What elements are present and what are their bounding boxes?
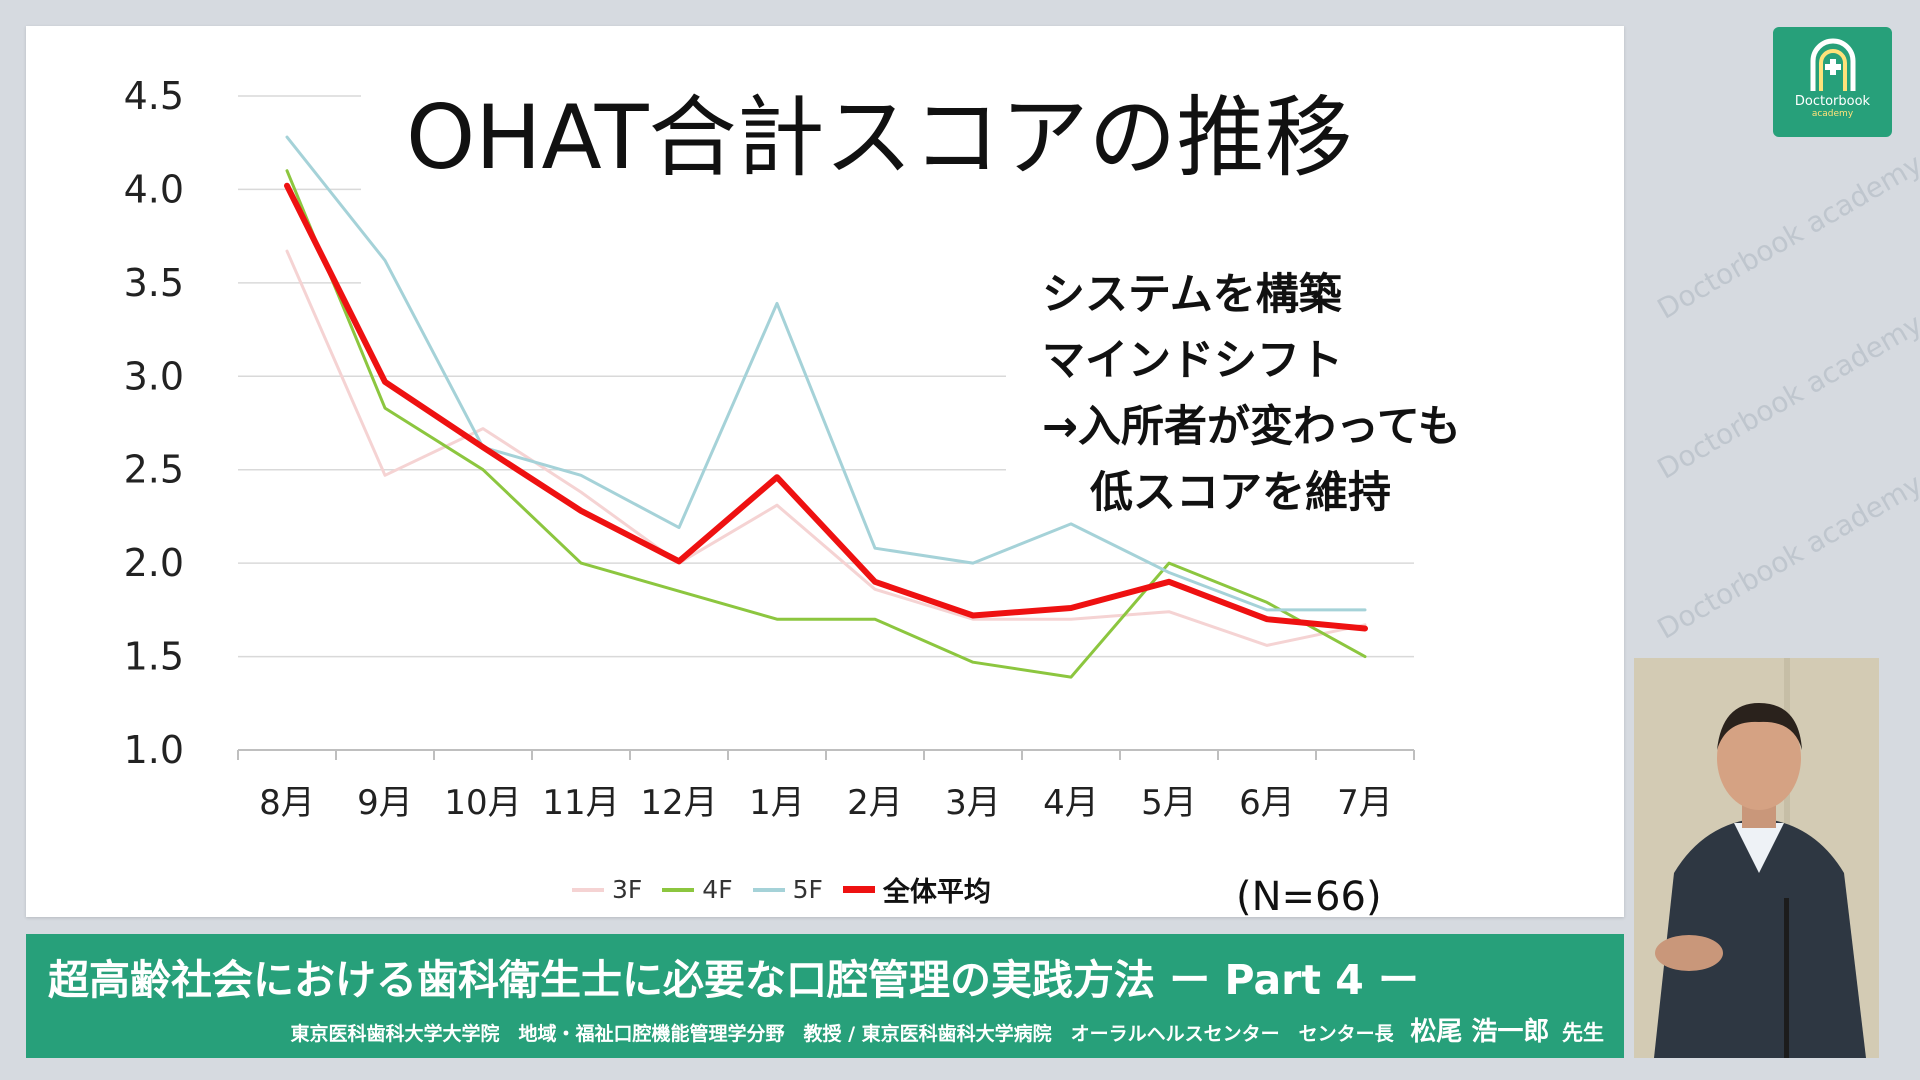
legend-swatch-average bbox=[842, 886, 875, 893]
speaker-video bbox=[1634, 658, 1879, 1058]
legend-item-average: 全体平均 bbox=[842, 870, 991, 909]
speaker-silhouette bbox=[1634, 658, 1879, 1058]
doctorbook-logo: Doctorbook academy bbox=[1773, 27, 1892, 137]
note-line-4: 低スコアを維持 bbox=[1090, 468, 1391, 518]
chart-legend: 3F 4F 5F 全体平均 bbox=[572, 870, 1011, 909]
chart-title: OHAT合計スコアの推移 bbox=[406, 86, 1353, 189]
logo-sub: academy bbox=[1811, 109, 1854, 119]
note-line-2: マインドシフト bbox=[1042, 336, 1343, 386]
lecture-title: 超高齢社会における歯科衛生士に必要な口腔管理の実践方法 ー Part 4 ー bbox=[48, 956, 1420, 1004]
note-line-3: →入所者が変わっても bbox=[1042, 402, 1461, 452]
y-tick-label: 3.0 bbox=[124, 354, 184, 398]
x-tick-label: 6月 bbox=[1239, 783, 1295, 823]
y-tick-label: 4.0 bbox=[124, 167, 184, 211]
legend-label-4f: 4F bbox=[702, 875, 733, 904]
legend-swatch-3f bbox=[572, 887, 604, 892]
legend-label-3f: 3F bbox=[612, 875, 643, 904]
lecture-banner: 超高齢社会における歯科衛生士に必要な口腔管理の実践方法 ー Part 4 ー 東… bbox=[26, 934, 1624, 1058]
speaker-honorific: 先生 bbox=[1562, 1021, 1604, 1045]
x-tick-label: 1月 bbox=[749, 783, 805, 823]
legend-item-3f: 3F bbox=[572, 875, 642, 904]
speaker-affiliation: 東京医科歯科大学大学院 地域・福祉口腔機能管理学分野 教授 / 東京医科歯科大学… bbox=[290, 1023, 1394, 1045]
legend-swatch-4f bbox=[662, 887, 695, 892]
x-tick-label: 12月 bbox=[640, 783, 717, 823]
note-line-1: システムを構築 bbox=[1042, 270, 1342, 320]
legend-swatch-5f bbox=[752, 887, 785, 892]
watermark: Doctorbook academy bbox=[1651, 147, 1920, 326]
slide-notes: システムを構築 マインドシフト →入所者が変わっても 低スコアを維持 bbox=[1042, 262, 1602, 526]
logo-arch-icon bbox=[1810, 38, 1855, 91]
legend-label-5f: 5F bbox=[792, 875, 823, 904]
watermark: Doctorbook academy bbox=[1651, 307, 1920, 486]
logo-name: Doctorbook bbox=[1794, 94, 1871, 109]
x-tick-label: 9月 bbox=[357, 783, 413, 823]
line-chart: 1.0 1.5 2.0 2.5 3.0 3.5 4.0 4.5 8月 9月 10月 11月 12月 1月 2… bbox=[124, 74, 1415, 823]
legend-item-4f: 4F bbox=[662, 875, 733, 904]
series-line bbox=[285, 135, 1367, 612]
y-tick-label: 3.5 bbox=[124, 261, 184, 305]
y-tick-label: 2.5 bbox=[124, 448, 184, 492]
x-tick-label: 4月 bbox=[1043, 783, 1099, 823]
y-tick-label: 2.0 bbox=[124, 541, 184, 585]
speaker-info: 東京医科歯科大学大学院 地域・福祉口腔機能管理学分野 教授 / 東京医科歯科大学… bbox=[291, 1011, 1605, 1048]
legend-item-5f: 5F bbox=[752, 875, 823, 904]
x-tick-label: 8月 bbox=[259, 783, 315, 823]
x-tick-label: 10月 bbox=[444, 783, 521, 823]
speaker-name: 松尾 浩一郎 bbox=[1410, 1017, 1550, 1047]
series-line bbox=[284, 182, 1368, 632]
x-tick-label: 5月 bbox=[1141, 783, 1197, 823]
x-tick-label: 11月 bbox=[542, 783, 619, 823]
series-line bbox=[285, 169, 1367, 679]
x-tick-label: 2月 bbox=[847, 783, 903, 823]
y-tick-label: 1.0 bbox=[124, 728, 184, 772]
x-tick-label: 7月 bbox=[1337, 783, 1393, 823]
slide: 1.0 1.5 2.0 2.5 3.0 3.5 4.0 4.5 8月 9月 10月 11月 12月 1月 2… bbox=[26, 26, 1624, 920]
legend-label-average: 全体平均 bbox=[882, 877, 991, 908]
watermark: Doctorbook academy bbox=[1651, 467, 1920, 646]
sample-size-label: (N=66) bbox=[1236, 874, 1382, 920]
y-tick-label: 1.5 bbox=[124, 635, 184, 679]
y-tick-label: 4.5 bbox=[124, 74, 184, 118]
x-tick-label: 3月 bbox=[945, 783, 1001, 823]
